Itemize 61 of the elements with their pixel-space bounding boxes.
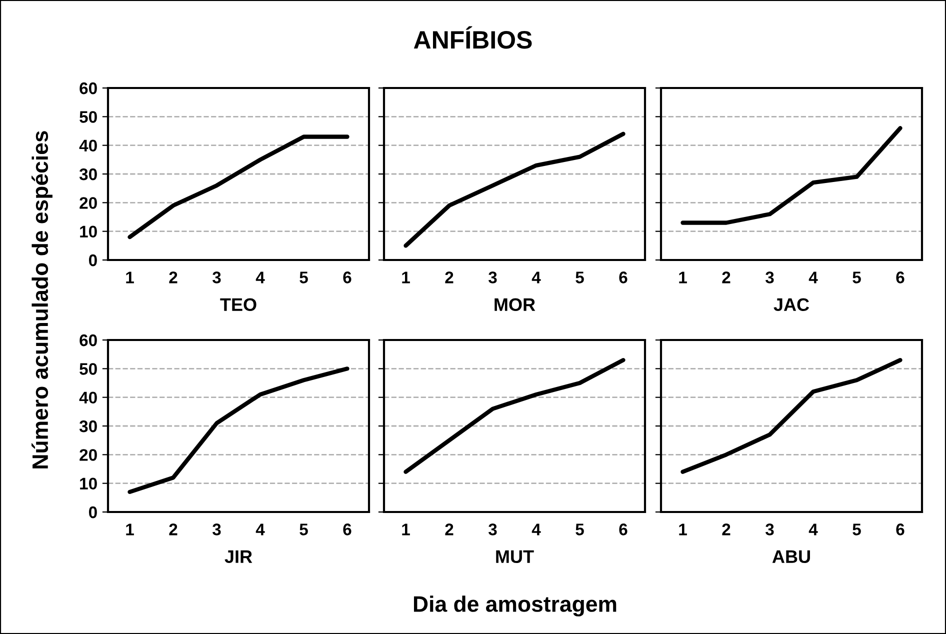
x-tick-label: 5 <box>300 524 308 536</box>
chart-title: ANFÍBIOS <box>414 26 532 49</box>
x-tick-label: 4 <box>532 524 541 536</box>
x-tick-label: 4 <box>808 272 818 284</box>
x-axis-title: MOR <box>494 298 536 312</box>
x-tick-label: 2 <box>445 272 454 284</box>
x-tick-label: 4 <box>532 272 541 284</box>
x-tick-label: 4 <box>808 524 818 536</box>
y-tick-label: 30 <box>79 420 97 432</box>
x-tick-label: 2 <box>169 524 178 536</box>
y-axis-title: Número acumulado de espécies <box>32 131 52 468</box>
y-tick-label: 50 <box>80 363 97 375</box>
y-tick-label: 20 <box>80 449 97 461</box>
y-tick-label: 10 <box>80 478 97 490</box>
x-tick-label: 1 <box>679 524 687 536</box>
x-tick-label: 6 <box>896 524 904 536</box>
x-tick-label: 3 <box>766 524 774 536</box>
x-tick-label: 3 <box>766 272 774 284</box>
x-tick-label: 6 <box>619 524 628 536</box>
x-tick-label: 2 <box>722 272 730 284</box>
x-tick-label: 6 <box>619 272 628 284</box>
x-tick-label: 5 <box>576 524 584 536</box>
x-axis-title: ABU <box>772 550 810 564</box>
x-tick-label: 5 <box>300 272 308 284</box>
x-tick-label: 1 <box>126 524 134 536</box>
x-axis-title: JAC <box>774 298 810 312</box>
x-tick-label: 6 <box>343 272 352 284</box>
x-tick-label: 3 <box>212 272 221 284</box>
line-series <box>128 134 350 240</box>
x-tick-label: 1 <box>126 272 134 284</box>
x-tick-label: 6 <box>343 524 352 536</box>
x-tick-label: 6 <box>896 272 904 284</box>
x-tick-label: 3 <box>488 272 497 284</box>
x-tick-label: 1 <box>679 272 687 284</box>
x-tick-label: 1 <box>402 524 410 536</box>
y-tick-label: 40 <box>79 140 97 152</box>
y-tick-label: 50 <box>80 111 97 123</box>
x-axis-title: TEO <box>220 298 256 312</box>
y-tick-label: 0 <box>88 254 97 266</box>
x-tick-label: 5 <box>576 272 584 284</box>
x-axis-title: JIR <box>224 550 252 564</box>
y-tick-label: 20 <box>80 197 97 209</box>
x-tick-label: 3 <box>212 524 221 536</box>
y-tick-label: 30 <box>79 168 97 180</box>
y-tick-label: 40 <box>79 392 97 404</box>
x-tick-label: 4 <box>256 524 265 536</box>
y-tick-label: 60 <box>80 334 97 346</box>
x-tick-label: 2 <box>722 524 730 536</box>
x-axis-title: MUT <box>496 550 534 564</box>
x-tick-label: 5 <box>852 272 861 284</box>
x-tick-label: 3 <box>488 524 497 536</box>
y-tick-label: 60 <box>80 82 97 94</box>
x-tick-label: 5 <box>852 524 861 536</box>
y-tick-label: 0 <box>88 506 97 518</box>
line-series <box>128 366 350 494</box>
text: Dia de amostragem <box>414 596 616 616</box>
x-tick-label: 2 <box>169 272 178 284</box>
x-tick-label: 1 <box>402 272 410 284</box>
x-tick-label: 2 <box>445 524 454 536</box>
y-tick-label: 10 <box>80 226 97 238</box>
x-tick-label: 4 <box>256 272 265 284</box>
